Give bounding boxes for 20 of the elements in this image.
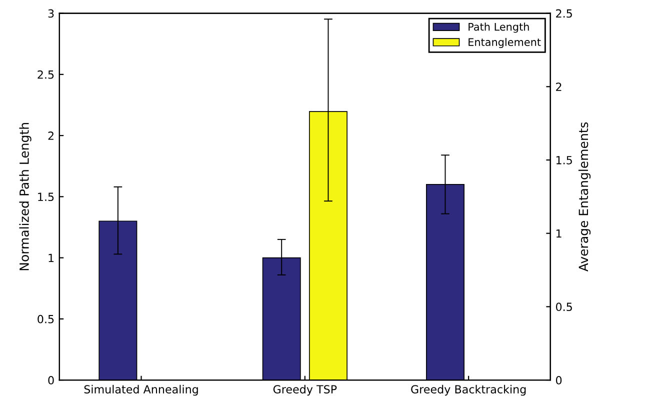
x-tick-label: Simulated Annealing	[84, 384, 198, 396]
x-tick-label: Greedy TSP	[273, 384, 337, 396]
y-tick-label: 0.5	[38, 314, 54, 324]
y2-tick-label: 2	[556, 82, 562, 91]
y-tick-label: 3	[48, 9, 54, 18]
y-tick-label: 2.5	[38, 70, 54, 79]
y2-axis-title: Average Entanglements	[578, 122, 591, 272]
y2-tick-label: 1	[556, 229, 562, 238]
y-tick-label: 0	[48, 376, 54, 384]
legend-label: Path Length	[468, 22, 529, 33]
y-tick-label: 2	[48, 132, 54, 140]
y2-tick-label: 0.5	[556, 302, 572, 312]
y2-tick-label: 1.5	[556, 156, 572, 164]
y-tick-label: 1	[48, 254, 54, 262]
y2-tick-label: 0	[556, 376, 562, 384]
y-tick-label: 1.5	[38, 192, 54, 202]
y-axis-title: Normalized Path Length	[19, 123, 32, 270]
legend-label: Entanglement	[468, 38, 541, 48]
x-tick-label: Greedy Backtracking	[411, 384, 526, 396]
y2-tick-label: 2.5	[556, 9, 572, 18]
